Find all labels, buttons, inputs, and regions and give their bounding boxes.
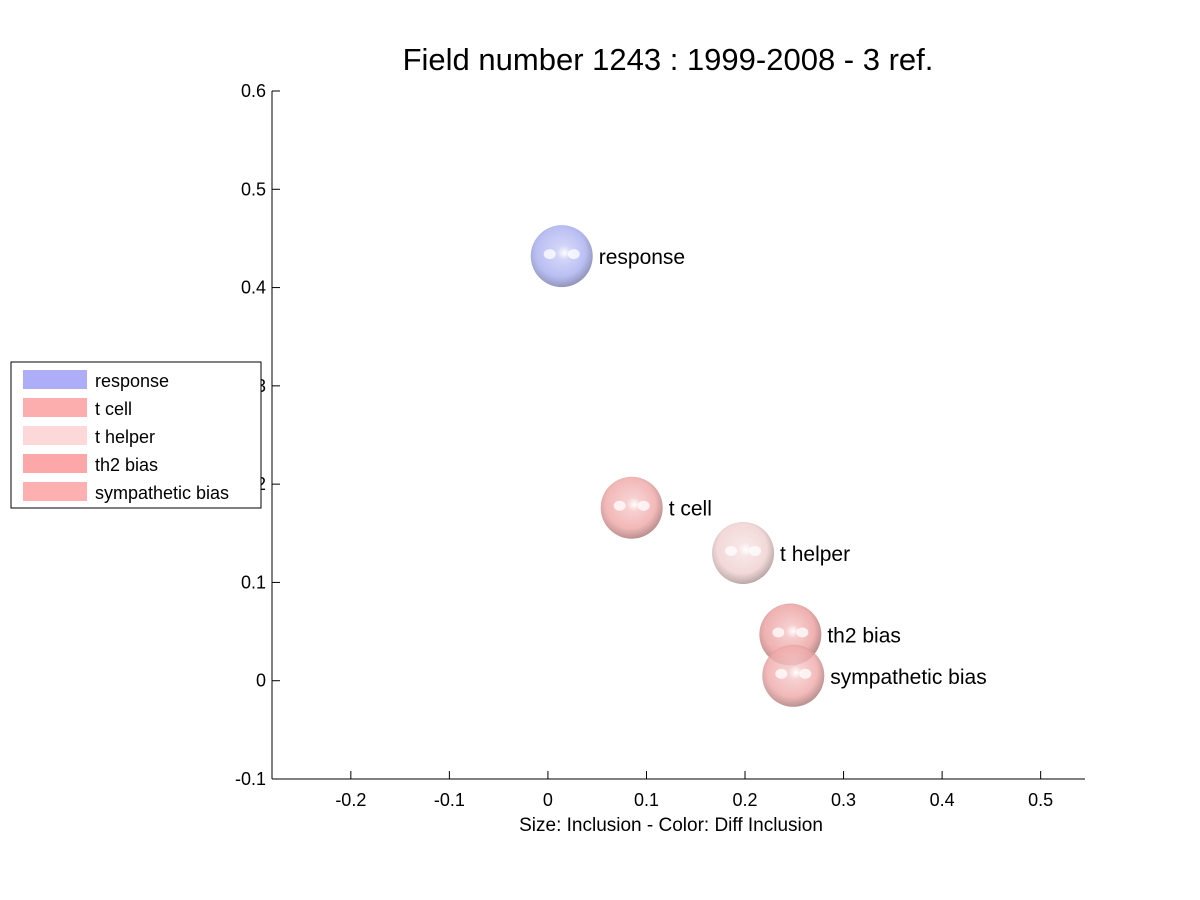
y-tick-label: 0.1 (241, 572, 266, 592)
data-point-label: t cell (669, 498, 712, 521)
sphere-highlight (796, 627, 809, 638)
data-point-sphere (712, 521, 775, 584)
x-axis-label: Size: Inclusion - Color: Diff Inclusion (519, 815, 823, 836)
x-tick-label: -0.2 (335, 790, 366, 810)
data-point-label: t helper (780, 543, 850, 566)
sphere-highlight (799, 668, 812, 679)
legend-label: t cell (95, 399, 132, 419)
x-tick-label: 0 (543, 790, 553, 810)
y-tick-label: 0.4 (241, 278, 266, 298)
legend-entry: th2 bias (23, 454, 158, 475)
legend-label: t helper (95, 427, 155, 447)
legend-entry: t helper (23, 426, 155, 447)
sphere-highlight (637, 500, 650, 511)
legend-swatch (23, 426, 87, 445)
data-point-label: response (599, 246, 685, 269)
x-tick-label: 0.3 (831, 790, 856, 810)
y-tick-label: 0 (256, 671, 266, 691)
data-point: t helper (712, 521, 850, 584)
legend-label: sympathetic bias (95, 483, 229, 503)
sphere-highlight (567, 249, 580, 260)
legend-swatch (23, 454, 87, 473)
sphere-highlight (725, 545, 738, 556)
sphere-highlight (775, 668, 788, 679)
chart-title: Field number 1243 : 1999-2008 - 3 ref. (403, 42, 934, 77)
sphere-highlight (613, 500, 626, 511)
y-tick-label: -0.1 (235, 769, 266, 789)
data-point: t cell (600, 476, 712, 539)
legend-entry: t cell (23, 398, 132, 419)
sphere-highlight (543, 249, 556, 260)
x-tick-label: 0.1 (634, 790, 659, 810)
data-point: sympathetic bias (762, 644, 987, 707)
legend-entry: sympathetic bias (23, 482, 229, 503)
data-point-sphere (600, 476, 663, 539)
legend-swatch (23, 482, 87, 501)
sphere-highlight (749, 545, 762, 556)
legend-entry: response (23, 370, 169, 391)
y-tick-label: 0.5 (241, 179, 266, 199)
data-point-sphere (762, 644, 825, 707)
data-points: response t cell t helper th2 bias sympatheti… (530, 225, 987, 707)
data-point-sphere (530, 225, 593, 288)
legend-label: response (95, 371, 169, 391)
data-point-label: th2 bias (827, 625, 901, 648)
x-tick-label: 0.2 (733, 790, 758, 810)
sphere-highlight (772, 627, 785, 638)
y-tick-label: 0.6 (241, 81, 266, 101)
x-tick-label: 0.5 (1028, 790, 1053, 810)
data-point: response (530, 225, 685, 288)
axes: -0.2-0.100.10.20.30.40.5-0.100.10.20.30.… (235, 81, 1085, 810)
legend-swatch (23, 370, 87, 389)
legend-label: th2 bias (95, 455, 158, 475)
legend: response t cell t helper th2 bias sympatheti… (10, 361, 262, 509)
data-point-label: sympathetic bias (830, 666, 986, 689)
x-tick-label: 0.4 (930, 790, 955, 810)
legend-swatch (23, 398, 87, 417)
x-tick-label: -0.1 (434, 790, 465, 810)
